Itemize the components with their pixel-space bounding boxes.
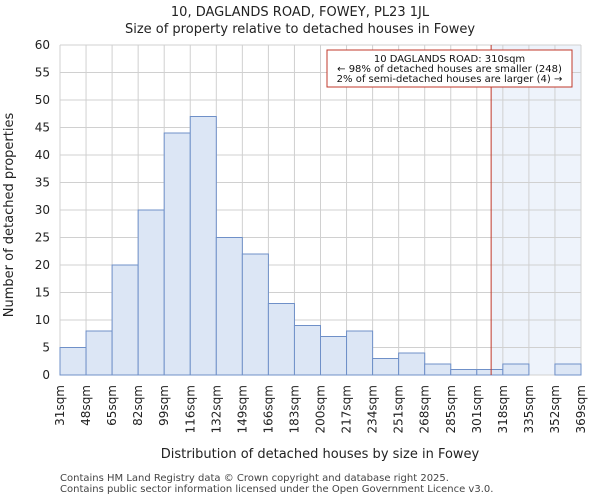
x-tick-label: 82sqm [131, 385, 145, 426]
x-tick-label: 301sqm [470, 385, 484, 433]
x-tick-label: 369sqm [574, 385, 588, 433]
plot-area: 0 5 10 15 20 25 30 35 40 45 50 55 60 31sqm 48sqm 65sqm 8… [35, 38, 588, 433]
x-tick-label: 132sqm [209, 385, 223, 433]
x-tick-label: 217sqm [340, 385, 354, 433]
annotation-line-2: ← 98% of detached houses are smaller (24… [337, 64, 562, 75]
y-tick-label: 15 [35, 286, 50, 300]
y-tick-label: 20 [35, 258, 50, 272]
x-tick-label: 149sqm [235, 385, 249, 433]
x-tick-label: 352sqm [548, 385, 562, 433]
histogram-bar [137, 209, 165, 376]
y-tick-label: 25 [35, 231, 50, 245]
x-tick-label: 318sqm [496, 385, 510, 433]
x-tick-label: 65sqm [105, 385, 119, 426]
x-tick-label: 234sqm [366, 385, 380, 433]
histogram-bar [554, 363, 582, 376]
y-axis-label: Number of detached properties [2, 113, 17, 318]
histogram-bar [111, 264, 139, 376]
x-tick-label: 48sqm [79, 385, 93, 426]
x-axis-label: Distribution of detached houses by size … [161, 447, 480, 462]
histogram-bar [293, 325, 322, 376]
histogram-bar [85, 330, 113, 376]
histogram-bar [320, 336, 348, 376]
histogram-bar [502, 363, 530, 376]
x-tick-label: 116sqm [183, 385, 197, 433]
chart-subtitle: Size of property relative to detached ho… [125, 22, 475, 37]
x-tick-label: 285sqm [444, 385, 458, 433]
x-tick-label: 200sqm [314, 385, 328, 433]
histogram-bar [450, 369, 478, 376]
footer-line-1: Contains HM Land Registry data © Crown c… [60, 473, 449, 484]
y-tick-label: 5 [42, 341, 50, 355]
annotation-line-3: 2% of semi-detached houses are larger (4… [337, 74, 563, 85]
histogram-bar [189, 116, 217, 376]
chart-title: 10, DAGLANDS ROAD, FOWEY, PL23 1JL [171, 5, 430, 20]
x-tick-label: 268sqm [418, 385, 432, 433]
y-tick-label: 60 [35, 38, 50, 52]
y-tick-label: 10 [35, 313, 50, 327]
x-tick-label: 166sqm [261, 385, 275, 433]
y-tick-label: 0 [42, 368, 50, 382]
x-tick-label: 183sqm [287, 385, 301, 433]
histogram-bar [267, 303, 295, 376]
y-tick-label: 45 [35, 121, 50, 135]
y-tick-label: 55 [35, 66, 50, 80]
histogram-bar [424, 363, 452, 376]
histogram-bar [215, 237, 243, 376]
x-tick-label: 335sqm [522, 385, 536, 433]
histogram-bar [59, 347, 87, 376]
x-tick-label: 31sqm [53, 385, 67, 426]
histogram-bar [346, 330, 374, 376]
y-tick-label: 30 [35, 203, 50, 217]
y-tick-label: 35 [35, 176, 50, 190]
histogram-bar [372, 358, 400, 376]
histogram-bar [398, 352, 426, 376]
histogram-bar [163, 132, 191, 376]
annotation-box [326, 49, 573, 88]
footer-line-2: Contains public sector information licen… [60, 484, 494, 495]
histogram-bar [241, 253, 269, 376]
annotation-line-1: 10 DAGLANDS ROAD: 310sqm [374, 54, 525, 65]
x-tick-label: 251sqm [392, 385, 406, 433]
x-tick-label: 99sqm [157, 385, 171, 426]
y-tick-label: 50 [35, 93, 50, 107]
y-tick-label: 40 [35, 148, 50, 162]
histogram-bar [476, 369, 504, 376]
